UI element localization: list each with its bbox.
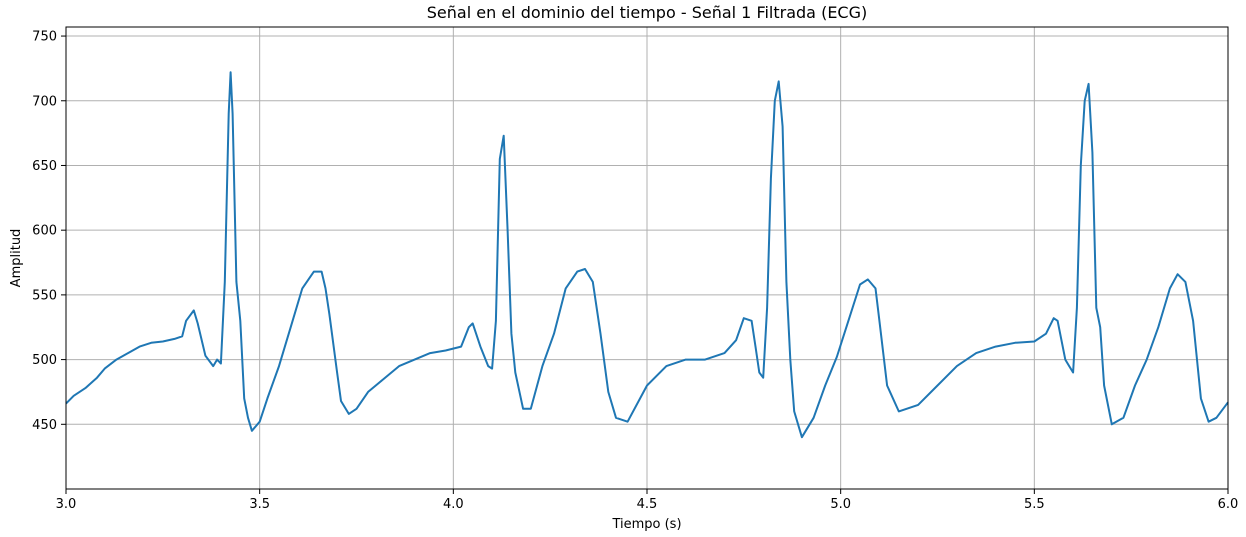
y-tick-label: 500 bbox=[32, 353, 57, 368]
x-tick-label: 5.0 bbox=[830, 497, 851, 512]
y-tick-label: 600 bbox=[32, 224, 57, 239]
chart-title: Señal en el dominio del tiempo - Señal 1… bbox=[427, 3, 867, 22]
x-tick-label: 4.0 bbox=[443, 497, 464, 512]
x-tick-label: 5.5 bbox=[1024, 497, 1045, 512]
x-tick-label: 3.0 bbox=[56, 497, 77, 512]
y-tick-label: 450 bbox=[32, 418, 57, 433]
series-line bbox=[65, 71, 1229, 439]
x-axis: 3.0 3.5 4.0 4.5 5.0 5.5 6.0 bbox=[56, 489, 1239, 512]
y-axis: 450 500 550 600 650 700 750 bbox=[32, 30, 66, 433]
y-tick-label: 650 bbox=[32, 159, 57, 174]
grid bbox=[65, 27, 1229, 489]
x-axis-label: Tiempo (s) bbox=[611, 517, 681, 532]
y-tick-label: 750 bbox=[32, 30, 57, 45]
x-tick-label: 6.0 bbox=[1218, 497, 1239, 512]
x-tick-label: 3.5 bbox=[249, 497, 270, 512]
plot-frame bbox=[65, 26, 1229, 490]
x-tick-label: 4.5 bbox=[637, 497, 658, 512]
y-tick-label: 550 bbox=[32, 288, 57, 303]
y-tick-label: 700 bbox=[32, 94, 57, 109]
y-axis-label: Amplitud bbox=[9, 229, 24, 288]
